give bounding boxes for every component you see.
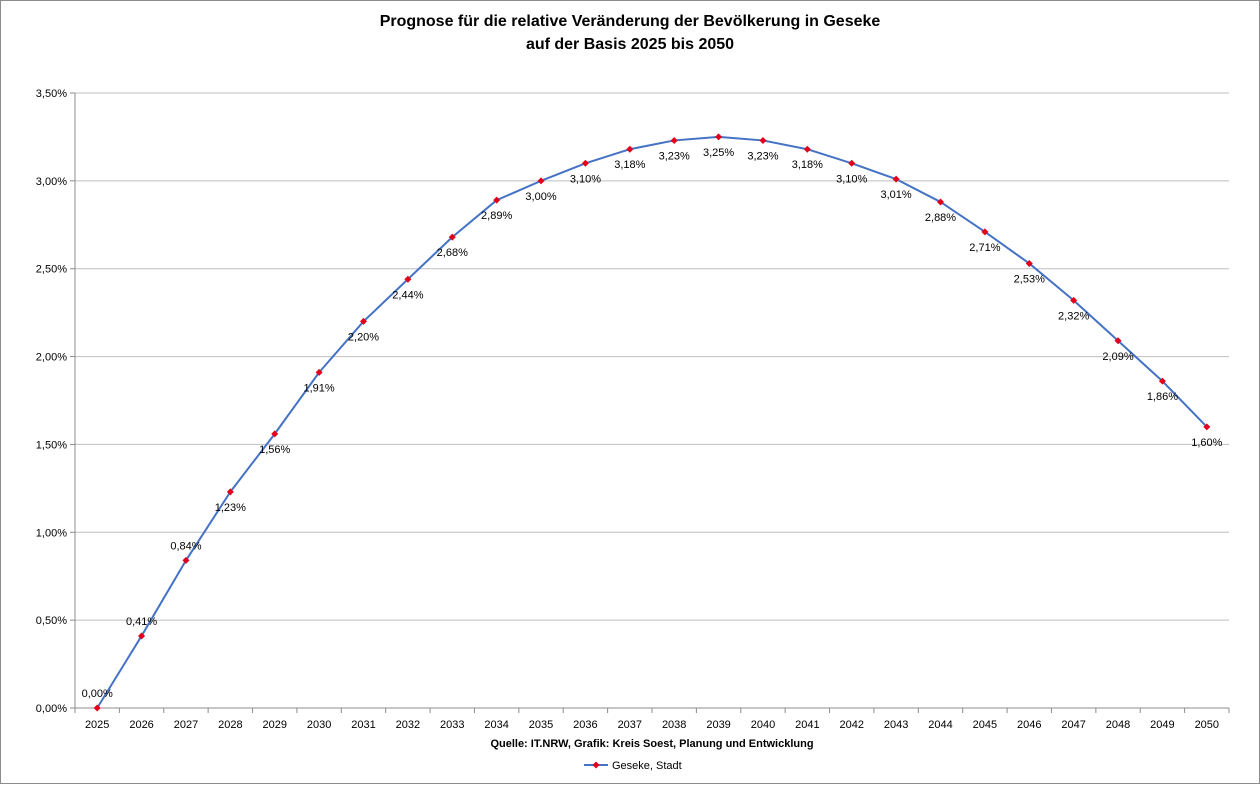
data-label: 2,32%: [1058, 310, 1089, 322]
x-tick-label: 2033: [440, 719, 464, 731]
data-point-marker: [759, 136, 767, 144]
data-label: 0,41%: [126, 616, 157, 628]
data-point-marker: [937, 198, 944, 206]
x-tick-label: 2029: [262, 719, 286, 731]
legend-label: Geseke, Stadt: [612, 760, 682, 772]
x-tick-label: 2040: [751, 719, 775, 731]
y-tick-label: 3,00%: [36, 176, 67, 188]
x-tick-label: 2036: [573, 719, 597, 731]
y-tick-label: 1,00%: [36, 527, 67, 539]
data-label: 3,18%: [614, 159, 645, 171]
data-point-marker: [1114, 337, 1122, 345]
data-point-marker: [182, 556, 190, 564]
data-label: 3,00%: [525, 191, 556, 203]
data-point-marker: [715, 133, 723, 141]
data-point-marker: [537, 177, 545, 185]
source-label: Quelle: IT.NRW, Grafik: Kreis Soest, Pla…: [490, 738, 813, 750]
data-point-marker: [1203, 423, 1211, 431]
gridlines: [75, 92, 1229, 621]
x-tick-label: 2037: [618, 719, 642, 731]
x-tick-label: 2025: [85, 719, 109, 731]
x-tick-label: 2041: [795, 719, 819, 731]
data-label: 1,56%: [259, 444, 290, 456]
data-point-marker: [404, 275, 412, 283]
legend-marker-swatch: [592, 761, 600, 769]
x-tick-label: 2026: [129, 719, 153, 731]
x-tick-label: 2030: [307, 719, 331, 731]
data-point-marker: [360, 317, 367, 325]
x-tick-label: 2043: [884, 719, 908, 731]
data-point-marker: [493, 196, 501, 204]
x-tick-label: 2044: [928, 719, 952, 731]
data-point-marker: [848, 159, 856, 167]
y-tick-label: 0,00%: [36, 703, 67, 715]
x-tick-label: 2042: [839, 719, 863, 731]
data-point-marker: [271, 430, 279, 438]
data-point-marker: [981, 228, 989, 236]
data-point-marker: [581, 159, 589, 167]
y-tick-label: 0,50%: [36, 615, 67, 627]
y-tick-label: 2,00%: [36, 352, 67, 364]
y-tick-label: 2,50%: [36, 264, 67, 276]
x-tick-label: 2049: [1150, 719, 1174, 731]
data-point-marker: [448, 233, 456, 241]
x-tick-label: 2034: [484, 719, 508, 731]
data-label: 3,10%: [570, 173, 601, 185]
data-point-marker: [626, 145, 634, 153]
series-layer: [93, 133, 1211, 712]
x-tick-label: 2035: [529, 719, 553, 731]
data-labels: 0,00% 0,41% 0,84% 1,23% 1,56% 1,91% 2,20% 2,44%…: [82, 147, 1223, 700]
data-label: 1,91%: [304, 382, 335, 394]
data-point-marker: [670, 136, 678, 144]
x-tick-label: 2027: [174, 719, 198, 731]
axes: 0,00% 0,50% 1,00% 1,50% 2,00% 2,50% 3,00% 3,50%…: [36, 88, 1230, 731]
x-tick-label: 2047: [1061, 719, 1085, 731]
data-point-marker: [803, 145, 811, 153]
data-label: 3,23%: [659, 150, 690, 162]
data-point-marker: [1070, 296, 1078, 304]
data-point-marker: [892, 175, 900, 183]
x-tick-label: 2045: [973, 719, 997, 731]
y-tick-label: 1,50%: [36, 439, 67, 451]
data-label: 2,89%: [481, 210, 512, 222]
x-tick-label: 2038: [662, 719, 686, 731]
data-label: 1,86%: [1147, 391, 1178, 403]
x-tick-label: 2046: [1017, 719, 1041, 731]
x-tick-label: 2050: [1195, 719, 1219, 731]
x-tick-label: 2048: [1106, 719, 1130, 731]
data-label: 3,18%: [792, 159, 823, 171]
data-label: 2,20%: [348, 331, 379, 343]
data-label: 1,60%: [1191, 437, 1222, 449]
data-label: 3,25%: [703, 147, 734, 159]
data-label: 2,44%: [392, 289, 423, 301]
data-label: 2,68%: [437, 247, 468, 259]
x-tick-label: 2039: [706, 719, 730, 731]
data-label: 2,71%: [969, 242, 1000, 254]
data-label: 2,88%: [925, 212, 956, 224]
y-tick-label: 3,50%: [36, 88, 67, 100]
data-point-marker: [93, 704, 101, 712]
data-point-marker: [1025, 259, 1033, 267]
x-tick-label: 2028: [218, 719, 242, 731]
data-label: 3,01%: [881, 189, 912, 201]
series-line: [96, 135, 1208, 709]
data-point-marker: [226, 488, 234, 496]
data-label: 3,23%: [747, 150, 778, 162]
data-label: 0,84%: [170, 540, 201, 552]
data-label: 2,09%: [1102, 351, 1133, 363]
data-point-marker: [1158, 377, 1166, 385]
data-label: 0,00%: [82, 688, 113, 700]
data-point-marker: [315, 368, 323, 376]
data-point-marker: [138, 632, 146, 640]
chart-title: Prognose für die relative Veränderung de…: [380, 13, 881, 30]
x-tick-label: 2031: [351, 719, 375, 731]
data-label: 1,23%: [215, 502, 246, 514]
x-tick-label: 2032: [396, 719, 420, 731]
data-label: 2,53%: [1014, 273, 1045, 285]
chart-subtitle: auf der Basis 2025 bis 2050: [526, 36, 734, 53]
legend: Geseke, Stadt: [584, 760, 682, 772]
data-label: 3,10%: [836, 173, 867, 185]
